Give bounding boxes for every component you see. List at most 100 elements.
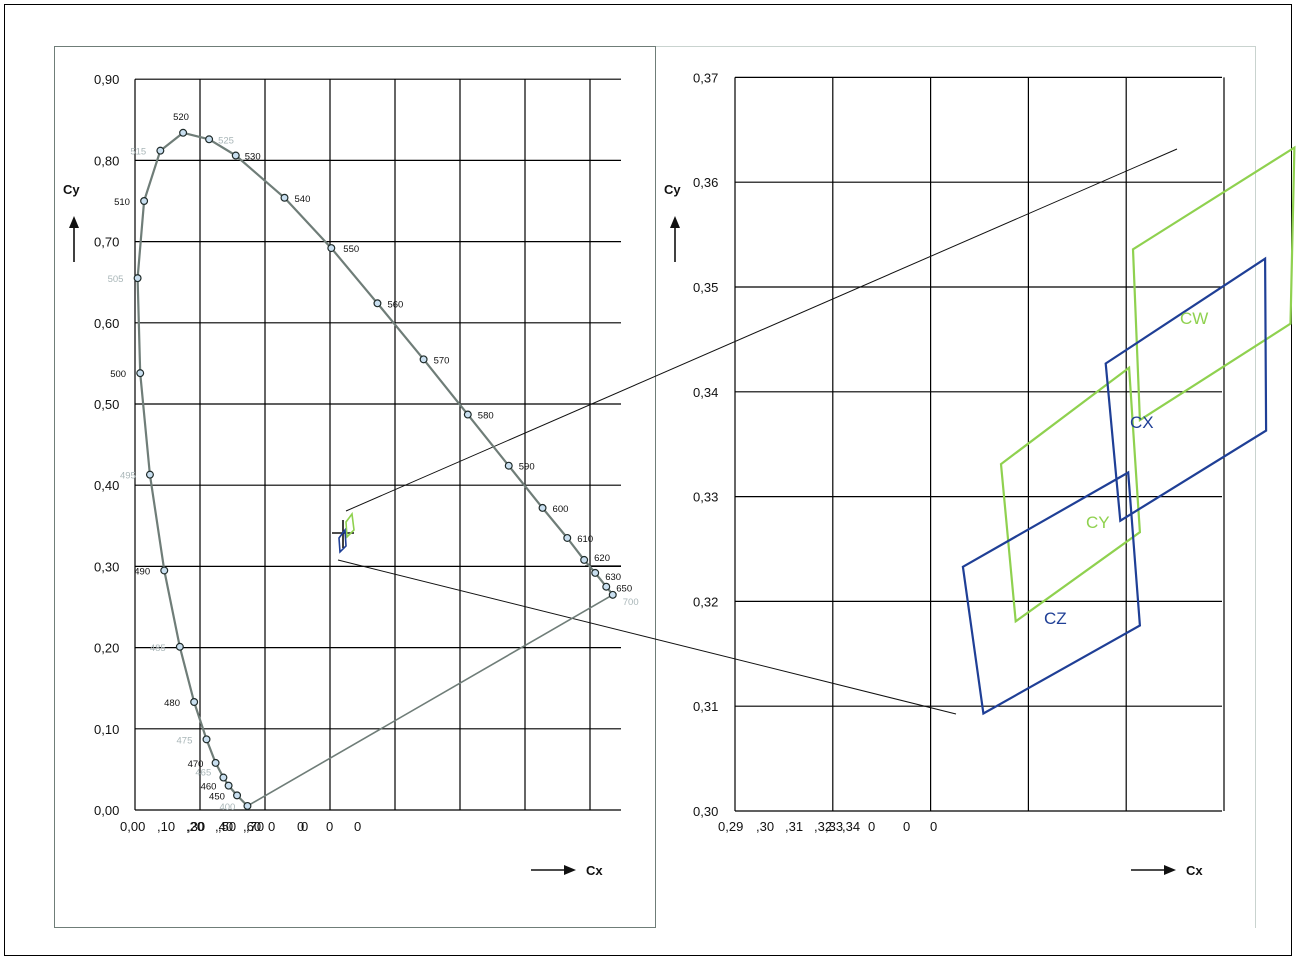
- wavelength-label: 480: [164, 698, 180, 709]
- locus-marker: [591, 568, 600, 577]
- left-x-tick-label: ,10: [157, 819, 175, 834]
- locus-marker: [160, 566, 169, 575]
- wavelength-label: 495: [120, 471, 136, 482]
- region-cx: [1104, 256, 1268, 523]
- wavelength-label: 590: [519, 462, 535, 473]
- wavelength-label: 490: [134, 566, 150, 577]
- left-y-tick-label: 0,20: [94, 641, 119, 656]
- left-y-axis-label: Cy: [63, 182, 80, 197]
- locus-marker: [175, 642, 184, 651]
- right-x-tick-label: 0,29: [718, 819, 743, 834]
- left-y-tick-label: 0,30: [94, 559, 119, 574]
- left-x-tick-label: 0: [326, 819, 333, 834]
- right-y-tick-label: 0,31: [693, 699, 718, 714]
- locus-marker: [463, 410, 472, 419]
- right-x-tick-label: 0: [903, 819, 910, 834]
- wavelength-label: 485: [150, 643, 166, 654]
- locus-marker: [231, 151, 240, 160]
- wavelength-label: 620: [594, 553, 610, 564]
- wavelength-label: 450: [209, 791, 225, 802]
- zoom-connector-lines: [337, 148, 1178, 715]
- left-mini-green-region: [345, 511, 355, 539]
- region-label-cz: CZ: [1044, 609, 1067, 628]
- right-y-tick-label: 0,37: [693, 70, 718, 85]
- left-y-tick-label: 0,80: [94, 153, 119, 168]
- region-label-cy: CY: [1086, 513, 1110, 532]
- locus-marker: [563, 533, 572, 542]
- region-label-cw: CW: [1180, 309, 1208, 328]
- left-grid: [134, 78, 621, 811]
- locus-marker: [327, 244, 336, 253]
- left-x-tick-label: ,60: [243, 819, 261, 834]
- region-label-cx: CX: [1130, 413, 1154, 432]
- wavelength-label: 700: [623, 597, 639, 608]
- left-x-tick-label: ,30: [187, 819, 205, 834]
- wavelength-label: 470: [188, 759, 204, 770]
- left-y-tick-label: 0,10: [94, 722, 119, 737]
- right-x-tick-label: ,31: [785, 819, 803, 834]
- wavelength-label: 460: [201, 782, 217, 793]
- left-y-tick-label: 0,90: [94, 72, 119, 87]
- locus-marker: [145, 470, 154, 479]
- wavelength-label: 560: [387, 299, 403, 310]
- region-cw: [1131, 145, 1296, 423]
- wavelength-label: 400: [219, 802, 235, 813]
- locus-marker: [280, 193, 289, 202]
- left-y-arrow-head: [69, 216, 79, 228]
- right-x-tick-label: ,33: [825, 819, 843, 834]
- zoom-line-bottom: [337, 559, 957, 715]
- wavelength-label: 570: [434, 355, 450, 366]
- locus-marker: [211, 758, 220, 767]
- region-cz: [961, 470, 1142, 716]
- right-grid: [734, 76, 1225, 812]
- locus-marker: [202, 735, 211, 744]
- wavelength-label: 505: [108, 274, 124, 285]
- right-y-tick-label: 0,36: [693, 175, 718, 190]
- left-y-tick-label: 0,40: [94, 478, 119, 493]
- page-frame: [4, 4, 1292, 956]
- chromaticity-regions: [961, 145, 1296, 716]
- locus-marker: [224, 781, 233, 790]
- wavelength-label: 650: [616, 584, 632, 595]
- spectral-locus: [133, 128, 621, 810]
- right-x-axis-label: Cx: [1186, 863, 1203, 878]
- locus-marker: [190, 698, 199, 707]
- left-y-tick-label: 0,50: [94, 397, 119, 412]
- wavelength-label: 510: [114, 197, 130, 208]
- locus-marker: [136, 369, 145, 378]
- left-x-tick-label: 0: [297, 819, 304, 834]
- right-x-tick-label: ,32: [814, 819, 832, 834]
- wavelength-label: 600: [553, 504, 569, 515]
- wavelength-label: 580: [478, 411, 494, 422]
- region-cy: [999, 365, 1142, 624]
- locus-marker: [602, 582, 611, 591]
- right-y-tick-label: 0,30: [693, 804, 718, 819]
- left-y-tick-label: 0,70: [94, 235, 119, 250]
- left-x-tick-label: 0: [268, 819, 275, 834]
- wavelength-label: 630: [605, 572, 621, 583]
- left-y-tick-label: 0,00: [94, 803, 119, 818]
- right-x-arrow-head: [1164, 865, 1176, 875]
- right-x-tick-label: 0: [930, 819, 937, 834]
- right-y-tick-label: 0,33: [693, 490, 718, 505]
- locus-marker: [205, 135, 214, 144]
- left-x-arrow-head: [564, 865, 576, 875]
- wavelength-label: 515: [130, 147, 146, 158]
- right-y-arrow-head: [670, 216, 680, 228]
- wavelength-label: 465: [195, 768, 211, 779]
- left-x-tick-label: ,40: [215, 819, 233, 834]
- left-y-tick-label: 0,60: [94, 316, 119, 331]
- left-mini-blue-region: [338, 527, 347, 554]
- locus-marker: [156, 146, 165, 155]
- chart-labels: 0,000,100,200,300,400,500,600,700,800,90…: [63, 70, 1208, 878]
- left-chart-panel: [54, 46, 656, 928]
- locus-marker: [580, 555, 589, 564]
- locus-marker: [140, 197, 149, 206]
- wavelength-label: 610: [577, 534, 593, 545]
- right-y-axis-label: Cy: [664, 182, 681, 197]
- locus-marker: [608, 590, 617, 599]
- locus-marker: [243, 801, 252, 810]
- right-y-tick-label: 0,35: [693, 280, 718, 295]
- right-y-tick-label: 0,34: [693, 385, 718, 400]
